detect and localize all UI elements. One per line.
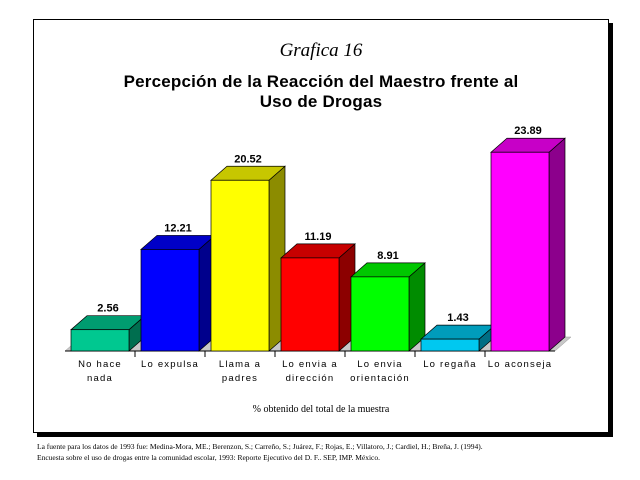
source-line-1: La fuente para los datos de 1993 fue: Me…: [37, 442, 483, 451]
x-tick-label: Llama a: [219, 359, 261, 370]
source-line-2: Encuesta sobre el uso de drogas entre la…: [37, 453, 380, 462]
bar: [280, 257, 340, 352]
x-tick-label: nada: [87, 373, 113, 384]
bar: [420, 338, 480, 352]
data-label: 23.89: [514, 125, 542, 137]
data-label: 1.43: [447, 312, 468, 324]
bar-side: [548, 137, 566, 352]
data-label: 8.91: [377, 250, 398, 262]
bar: [490, 151, 550, 352]
chart-label: Grafica 16: [279, 40, 363, 61]
x-tick-label: dirección: [286, 373, 335, 384]
x-tick-label: Lo expulsa: [141, 359, 199, 370]
data-label: 20.52: [234, 153, 262, 165]
x-tick-label: No hace: [78, 359, 122, 370]
x-tick-label: Lo aconseja: [488, 359, 552, 370]
x-tick-label: orientación: [350, 373, 410, 384]
bar: [210, 179, 270, 352]
data-label: 11.19: [305, 231, 332, 243]
chart-title: Percepción de la Reacción del Maestro fr…: [33, 72, 609, 112]
chart-title-line-2: Uso de Drogas: [259, 92, 383, 111]
x-axis-caption: % obtenido del total de la muestra: [252, 404, 390, 415]
x-tick-label: padres: [222, 373, 258, 384]
data-label: 2.56: [97, 303, 118, 315]
data-label: 12.21: [164, 222, 192, 234]
x-tick-label: Lo envia: [357, 359, 403, 370]
source-note: La fuente para los datos de 1993 fue: Me…: [37, 441, 627, 463]
bar: [350, 276, 410, 352]
bar: [70, 329, 130, 352]
chart-title-line-1: Percepción de la Reacción del Maestro fr…: [123, 72, 519, 91]
bar: [140, 249, 200, 352]
x-tick-label: Lo regaña: [423, 359, 477, 370]
x-tick-label: Lo envia a: [282, 359, 338, 370]
